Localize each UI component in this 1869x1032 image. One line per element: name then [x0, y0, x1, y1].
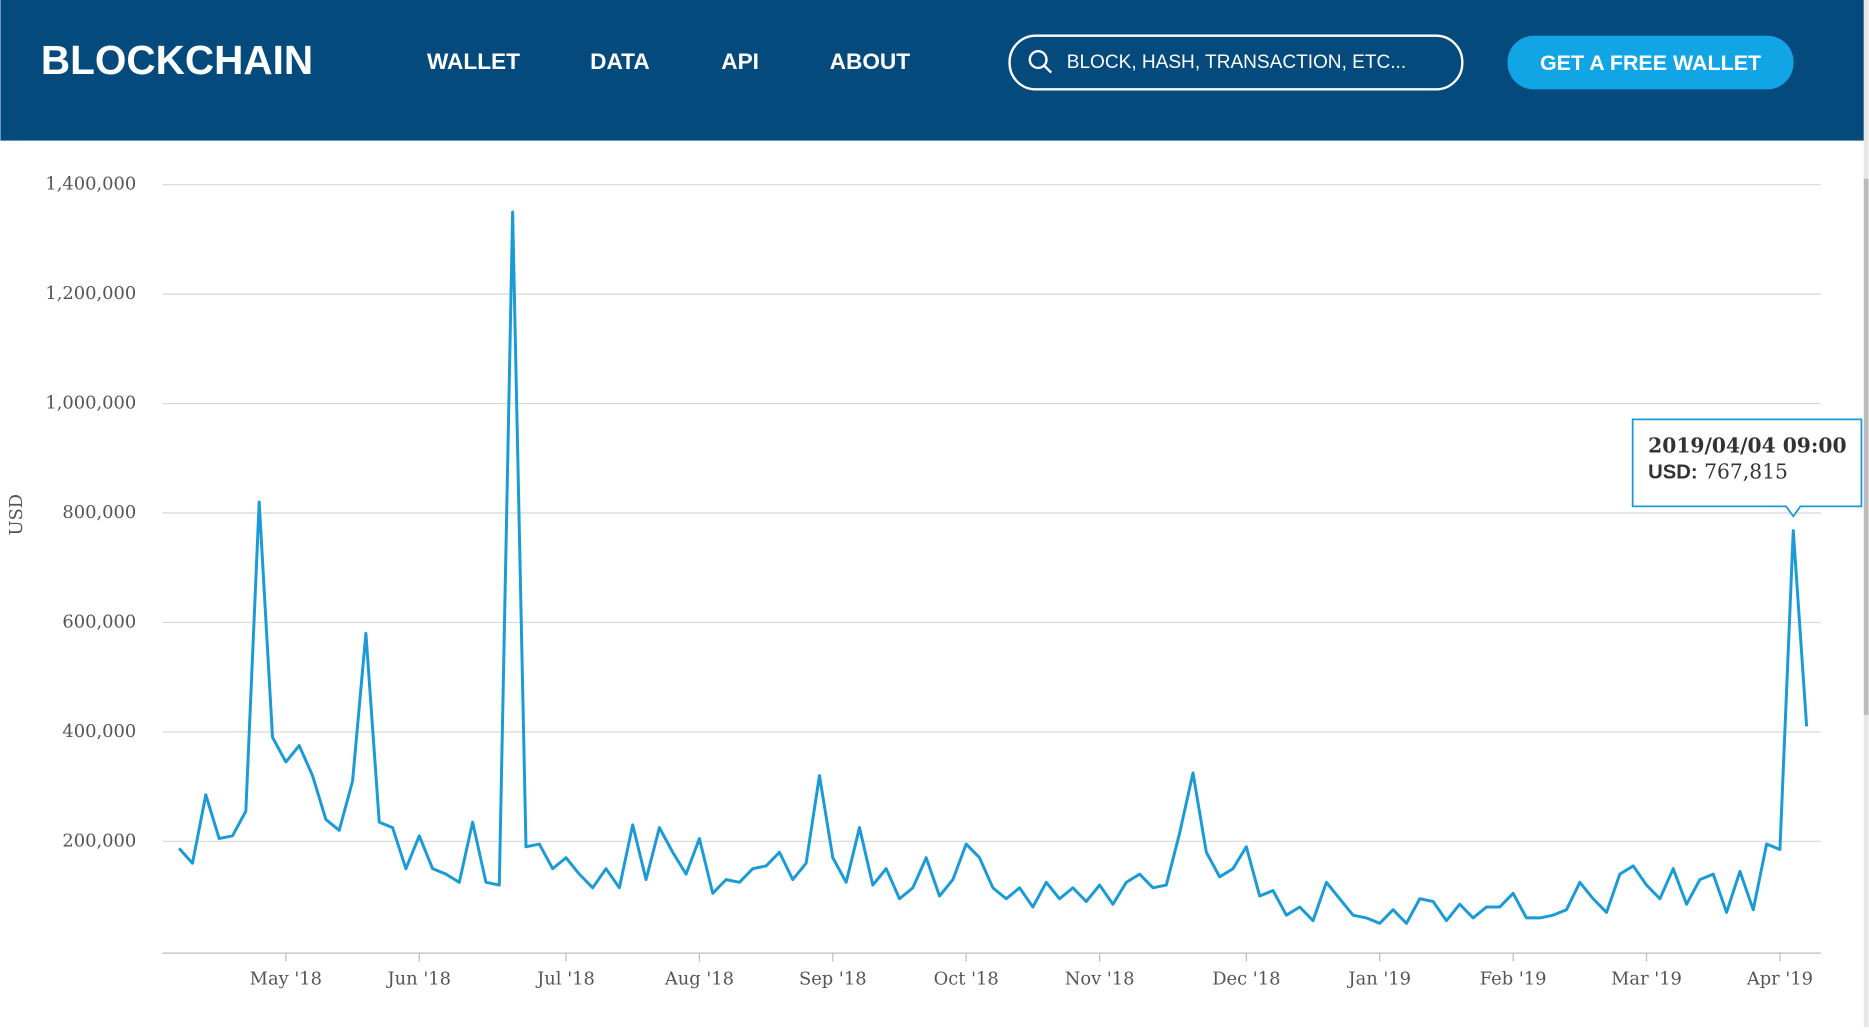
search-box[interactable] — [1008, 34, 1464, 91]
x-tick-label: Mar '19 — [1611, 968, 1682, 989]
cta-label: GET A FREE WALLET — [1540, 51, 1761, 75]
nav-link[interactable]: API — [721, 49, 759, 74]
x-tick-label: Feb '19 — [1480, 968, 1547, 989]
tooltip-value: 767,815 — [1704, 459, 1788, 483]
x-tick-label: Apr '19 — [1746, 968, 1813, 989]
y-tick-label: 600,000 — [62, 611, 136, 632]
y-tick-label: 1,200,000 — [45, 283, 136, 304]
y-tick-label: 1,400,000 — [45, 174, 136, 195]
search-placeholder: BLOCK, HASH, TRANSACTION, ETC... — [1067, 52, 1406, 73]
cta-button[interactable] — [1507, 35, 1794, 90]
x-tick-label: Aug '18 — [664, 968, 734, 989]
y-tick-label: 800,000 — [62, 502, 136, 523]
y-tick-label: 200,000 — [62, 830, 136, 851]
x-tick-label: May '18 — [250, 968, 322, 989]
x-tick-label: Sep '18 — [799, 968, 867, 989]
nav-link[interactable]: WALLET — [427, 49, 520, 74]
y-axis-label: USD — [6, 494, 27, 536]
nav-link[interactable]: DATA — [590, 49, 649, 74]
tooltip-series: USD: — [1648, 461, 1698, 483]
scrollbar-thumb[interactable] — [1863, 178, 1869, 715]
tooltip: 2019/04/04 09:00 USD: 767,815 — [1631, 418, 1863, 518]
line — [178, 210, 1809, 925]
x-tick-label: Oct '18 — [934, 968, 999, 989]
tooltip-date: 2019/04/04 09:00 — [1648, 433, 1846, 457]
search-icon — [1028, 50, 1048, 70]
x-tick-label: Dec '18 — [1212, 968, 1280, 989]
x-tick-label: Nov '18 — [1065, 968, 1135, 989]
tooltip-box — [1631, 418, 1863, 518]
nav-link[interactable]: ABOUT — [830, 49, 911, 74]
search-icon — [1043, 64, 1053, 74]
x-tick-label: Jul '18 — [535, 968, 595, 989]
y-tick-label: 1,000,000 — [45, 393, 136, 414]
y-tick-label: 400,000 — [62, 721, 136, 742]
logo[interactable]: BLOCKCHAIN — [41, 37, 313, 83]
x-tick-label: Jun '18 — [386, 968, 451, 989]
x-tick-label: Jan '19 — [1346, 968, 1411, 989]
